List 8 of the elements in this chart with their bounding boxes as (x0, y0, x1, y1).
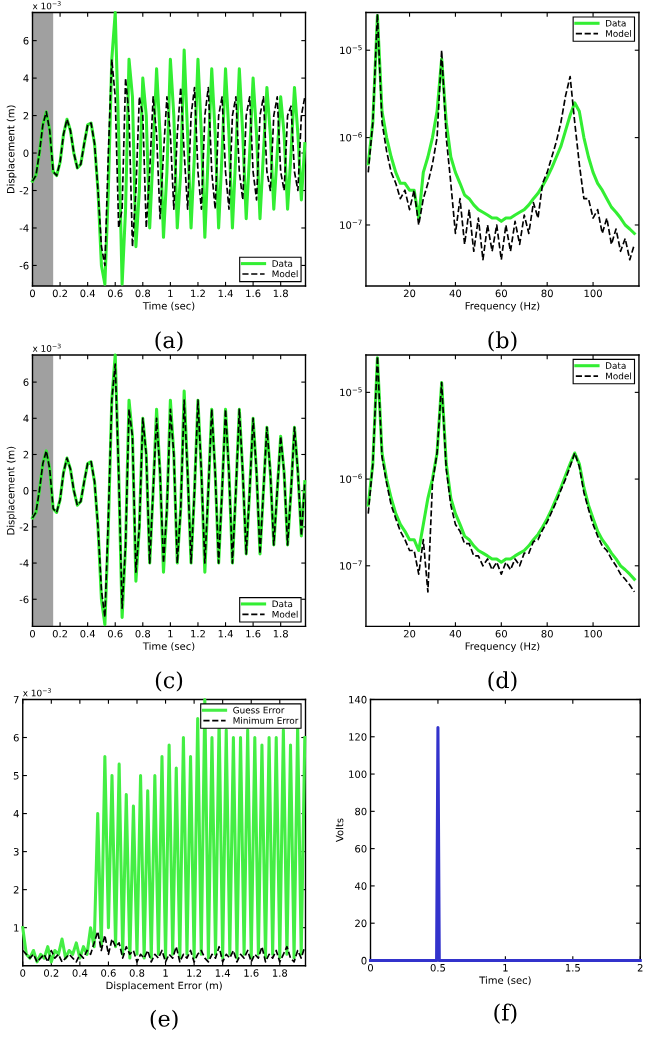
text: (a) (155, 331, 183, 352)
line-series (30, 11, 307, 286)
text: (d) (488, 671, 517, 692)
text: (c) (155, 671, 183, 692)
text: (e) (150, 1009, 178, 1030)
text: (f) (494, 1003, 517, 1024)
text: (b) (488, 331, 517, 352)
line-series (21, 697, 307, 964)
